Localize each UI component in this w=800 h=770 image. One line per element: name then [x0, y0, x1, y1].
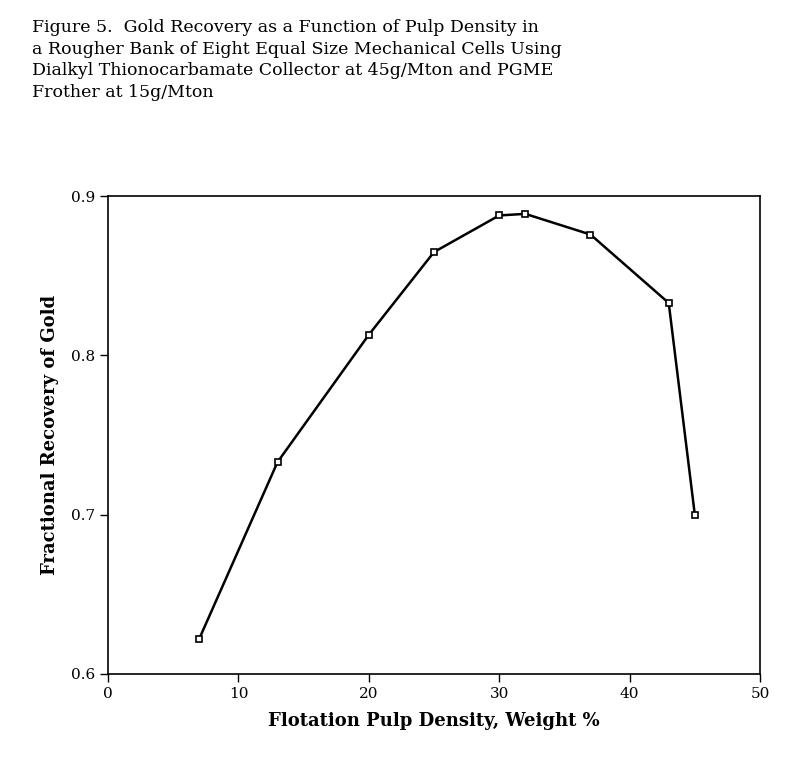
X-axis label: Flotation Pulp Density, Weight %: Flotation Pulp Density, Weight %	[268, 712, 600, 730]
Y-axis label: Fractional Recovery of Gold: Fractional Recovery of Gold	[42, 295, 59, 575]
Text: Figure 5.  Gold Recovery as a Function of Pulp Density in
a Rougher Bank of Eigh: Figure 5. Gold Recovery as a Function of…	[32, 19, 562, 101]
